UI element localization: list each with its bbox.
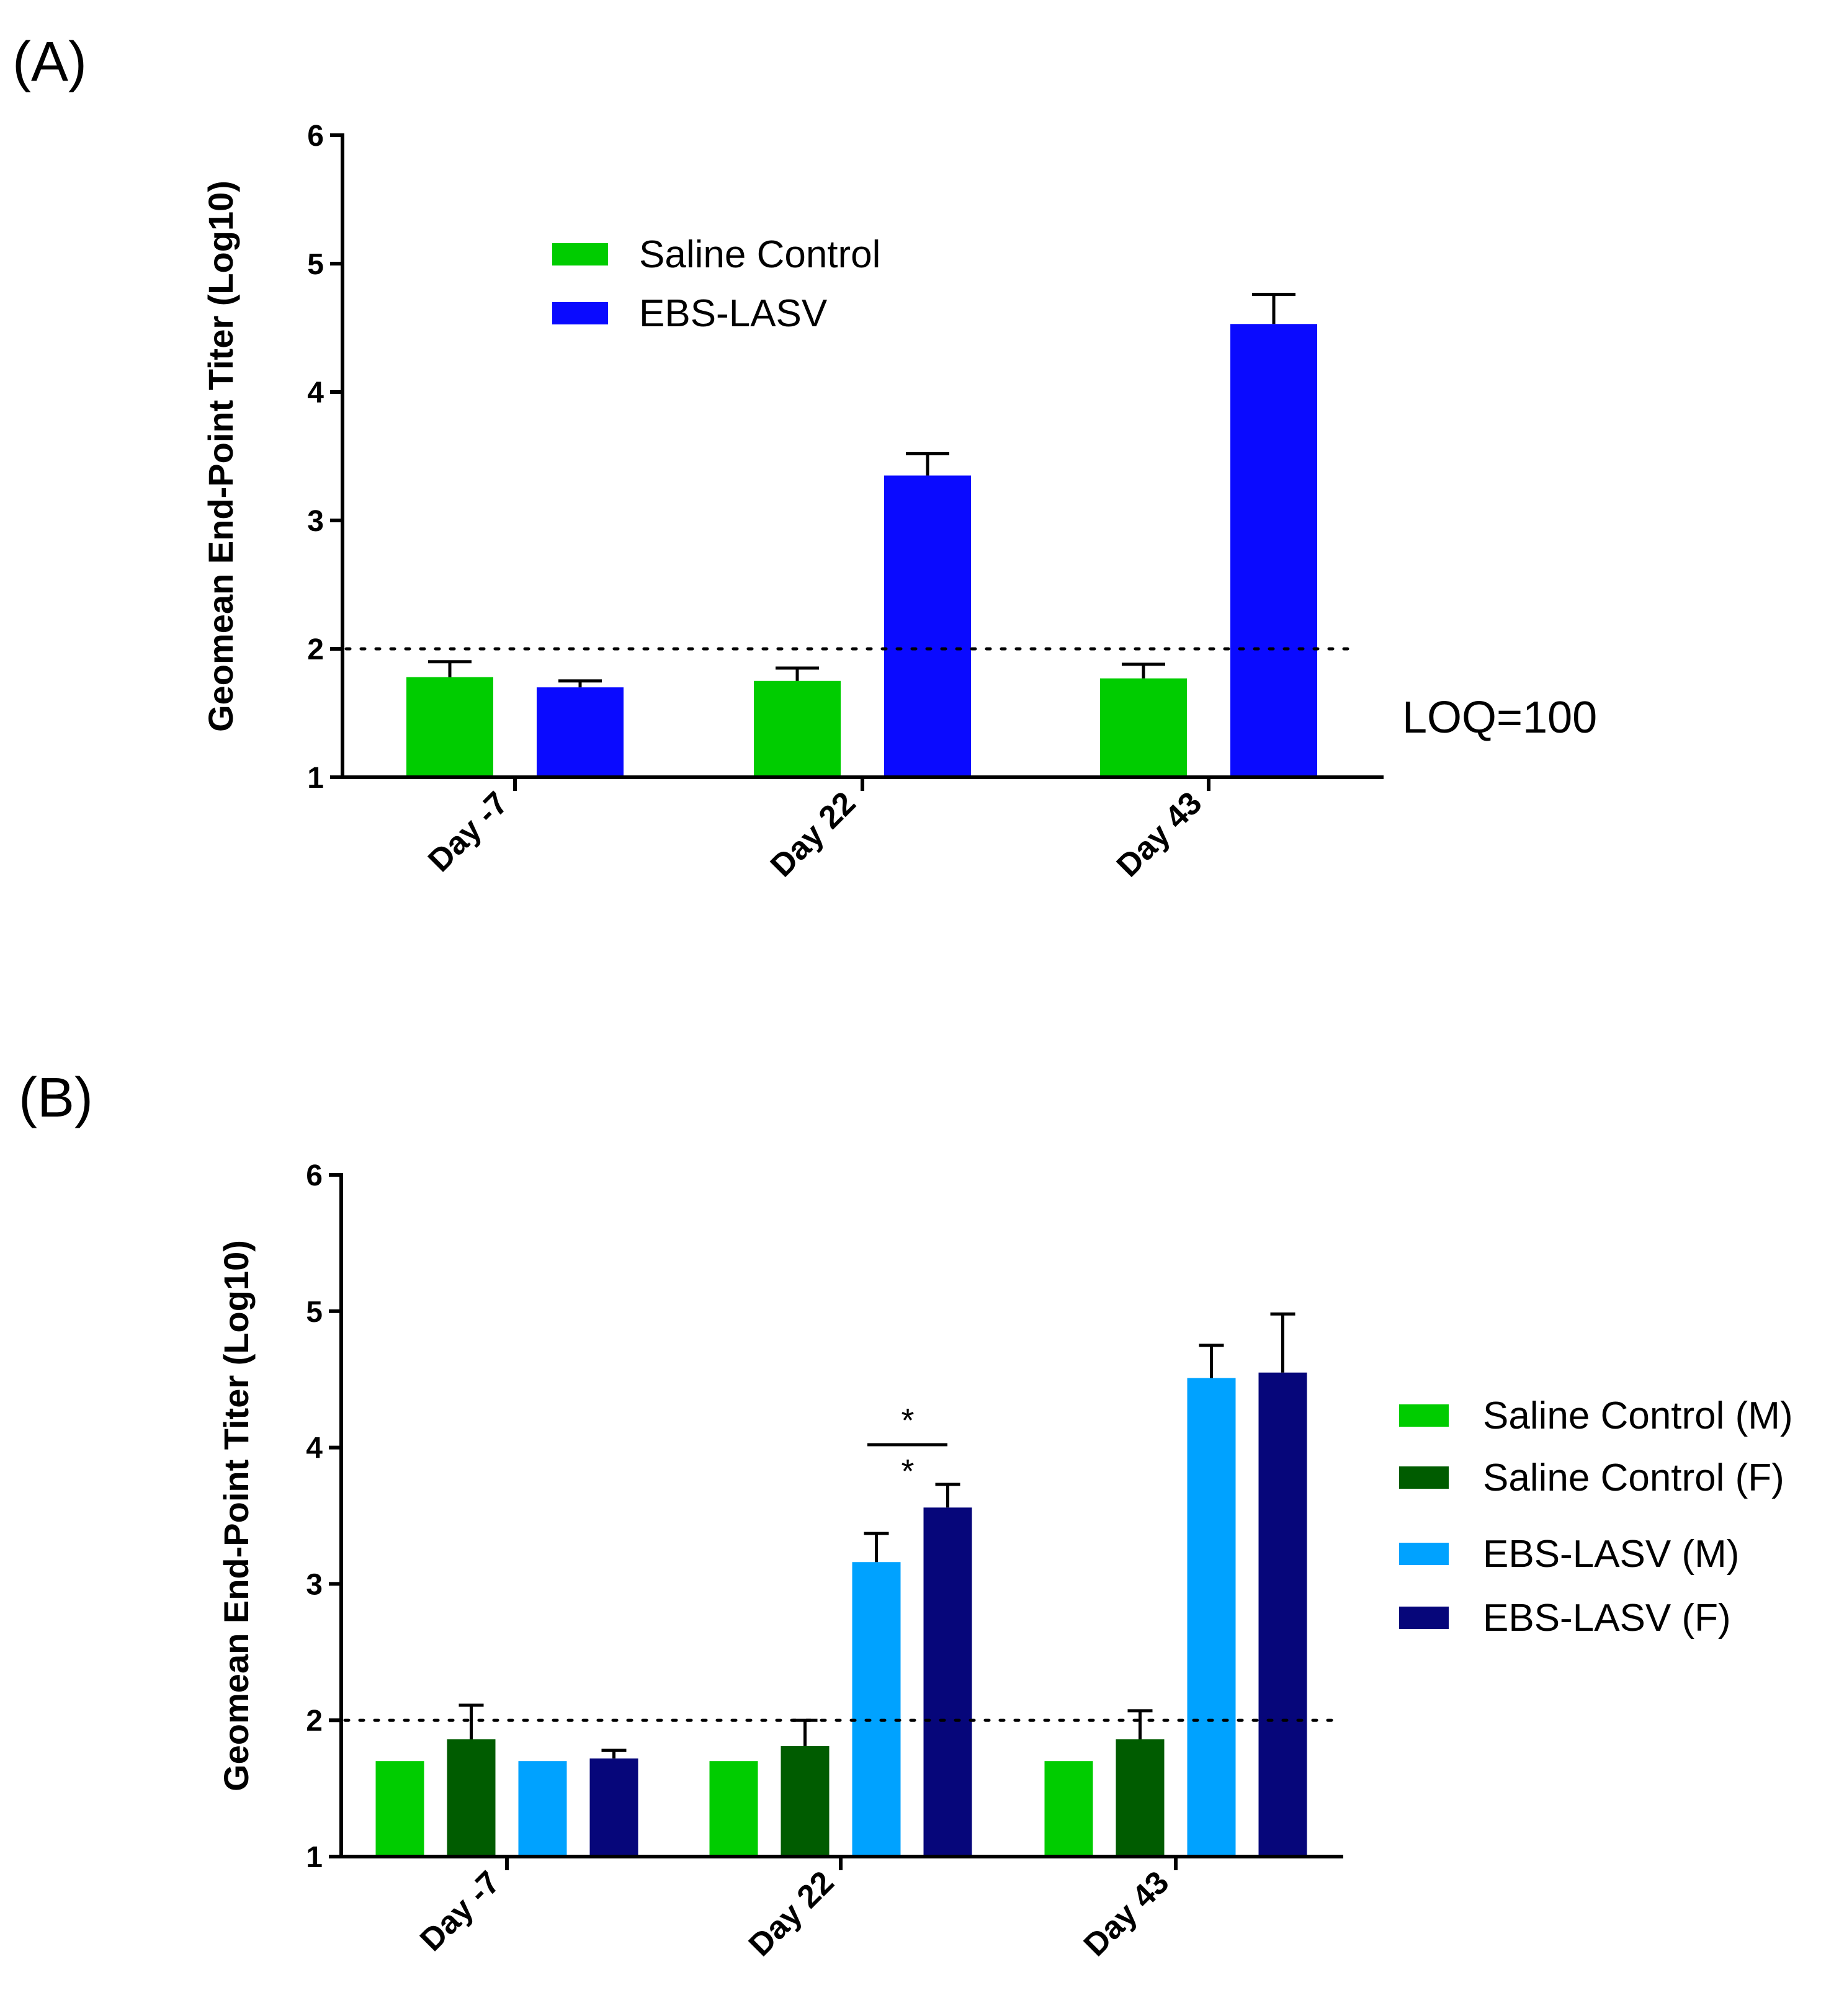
a-x-category-label: Day 22 xyxy=(764,785,863,884)
legend-swatch-ebs-lasv-f xyxy=(1399,1607,1449,1629)
bar-saline-control-f-day-22 xyxy=(781,1746,830,1857)
b-x-category-label: Day 43 xyxy=(1077,1864,1176,1963)
significance-star-top: * xyxy=(901,1402,914,1439)
b-y-tick-label: 6 xyxy=(306,1159,323,1192)
panel-a-bars xyxy=(406,293,1317,777)
bar-saline-control-f-day-43 xyxy=(1116,1739,1165,1857)
bar-saline-control-m-day-7 xyxy=(375,1761,424,1857)
bar-ebs-lasv-f-day-22 xyxy=(923,1507,972,1857)
bar-ebs-lasv-f-day-7 xyxy=(589,1758,638,1857)
a-y-tick-label: 2 xyxy=(307,633,324,666)
legend-label-ebs-lasv-m: EBS-LASV (M) xyxy=(1483,1533,1739,1576)
panel-a-loq-label: LOQ=100 xyxy=(1402,693,1597,743)
bar-saline-control-day-43 xyxy=(1100,678,1187,777)
a-y-tick-label: 4 xyxy=(307,377,324,409)
legend-swatch-saline-control-f xyxy=(1399,1466,1449,1489)
legend-label-ebs-lasv-f: EBS-LASV (F) xyxy=(1483,1597,1731,1639)
b-x-category-label: Day -7 xyxy=(413,1864,507,1958)
bar-ebs-lasv-f-day-43 xyxy=(1258,1372,1307,1857)
panel-b-legend: Saline Control (M) Saline Control (F) EBS-… xyxy=(1399,1394,1793,1639)
bar-ebs-lasv-m-day-22 xyxy=(852,1562,901,1857)
legend-label-saline-control: Saline Control xyxy=(639,233,880,276)
panel-b-x-ticks: Day -7 Day 22 Day 43 xyxy=(413,1857,1178,1963)
panel-a-y-ticks: 1 2 3 4 5 6 xyxy=(307,120,342,795)
b-x-category-label: Day 22 xyxy=(742,1864,841,1963)
a-y-tick-label: 6 xyxy=(307,120,324,153)
panel-a-legend: Saline Control EBS-LASV xyxy=(552,233,880,335)
legend-label-saline-control-m: Saline Control (M) xyxy=(1483,1394,1793,1437)
panel-a-label: (A) xyxy=(12,31,87,93)
b-y-tick-label: 3 xyxy=(306,1568,323,1601)
panel-b-y-axis-title: Geomean End-Point Titer (Log10) xyxy=(217,1240,256,1791)
bar-saline-control-m-day-43 xyxy=(1044,1761,1093,1857)
bar-saline-control-f-day-7 xyxy=(447,1739,496,1857)
legend-swatch-ebs-lasv-m xyxy=(1399,1543,1449,1565)
panel-a-x-ticks: Day -7 Day 22 Day 43 xyxy=(421,777,1210,884)
legend-swatch-ebs-lasv xyxy=(552,302,608,324)
bar-ebs-lasv-day-7 xyxy=(537,687,624,777)
bar-saline-control-m-day-22 xyxy=(709,1761,758,1857)
panel-b: (B) 1 2 3 4 5 6 Day -7 Day 22 Day 43 Geomean En… xyxy=(19,1067,1793,1963)
legend-swatch-saline-control xyxy=(552,243,608,265)
a-x-category-label: Day -7 xyxy=(421,785,515,878)
b-y-tick-label: 1 xyxy=(306,1841,323,1874)
bar-saline-control-day-7 xyxy=(406,677,493,777)
a-x-category-label: Day 43 xyxy=(1110,785,1209,884)
bar-ebs-lasv-m-day-43 xyxy=(1187,1378,1236,1857)
bar-ebs-lasv-day-22 xyxy=(884,475,971,777)
panel-b-y-ticks: 1 2 3 4 5 6 xyxy=(306,1159,341,1874)
bar-ebs-lasv-m-day-7 xyxy=(518,1761,567,1857)
legend-swatch-saline-control-m xyxy=(1399,1404,1449,1427)
panel-a: (A) 1 2 3 4 5 6 Day -7 Day 22 Day 43 Geomean En… xyxy=(12,31,1597,884)
bar-ebs-lasv-day-43 xyxy=(1230,324,1317,777)
panel-b-bars xyxy=(375,1312,1307,1857)
significance-star-bottom: * xyxy=(901,1453,914,1490)
panel-a-y-axis-title: Geomean End-Point Titer (Log10) xyxy=(201,181,240,732)
panel-b-label: (B) xyxy=(19,1067,93,1129)
b-y-tick-label: 2 xyxy=(306,1705,323,1737)
a-y-tick-label: 5 xyxy=(307,248,324,281)
legend-label-saline-control-f: Saline Control (F) xyxy=(1483,1456,1784,1499)
bar-saline-control-day-22 xyxy=(754,680,841,777)
a-y-tick-label: 3 xyxy=(307,505,324,538)
b-y-tick-label: 4 xyxy=(306,1432,323,1465)
b-y-tick-label: 5 xyxy=(306,1296,323,1329)
legend-label-ebs-lasv: EBS-LASV xyxy=(639,292,828,335)
a-y-tick-label: 1 xyxy=(307,762,324,795)
